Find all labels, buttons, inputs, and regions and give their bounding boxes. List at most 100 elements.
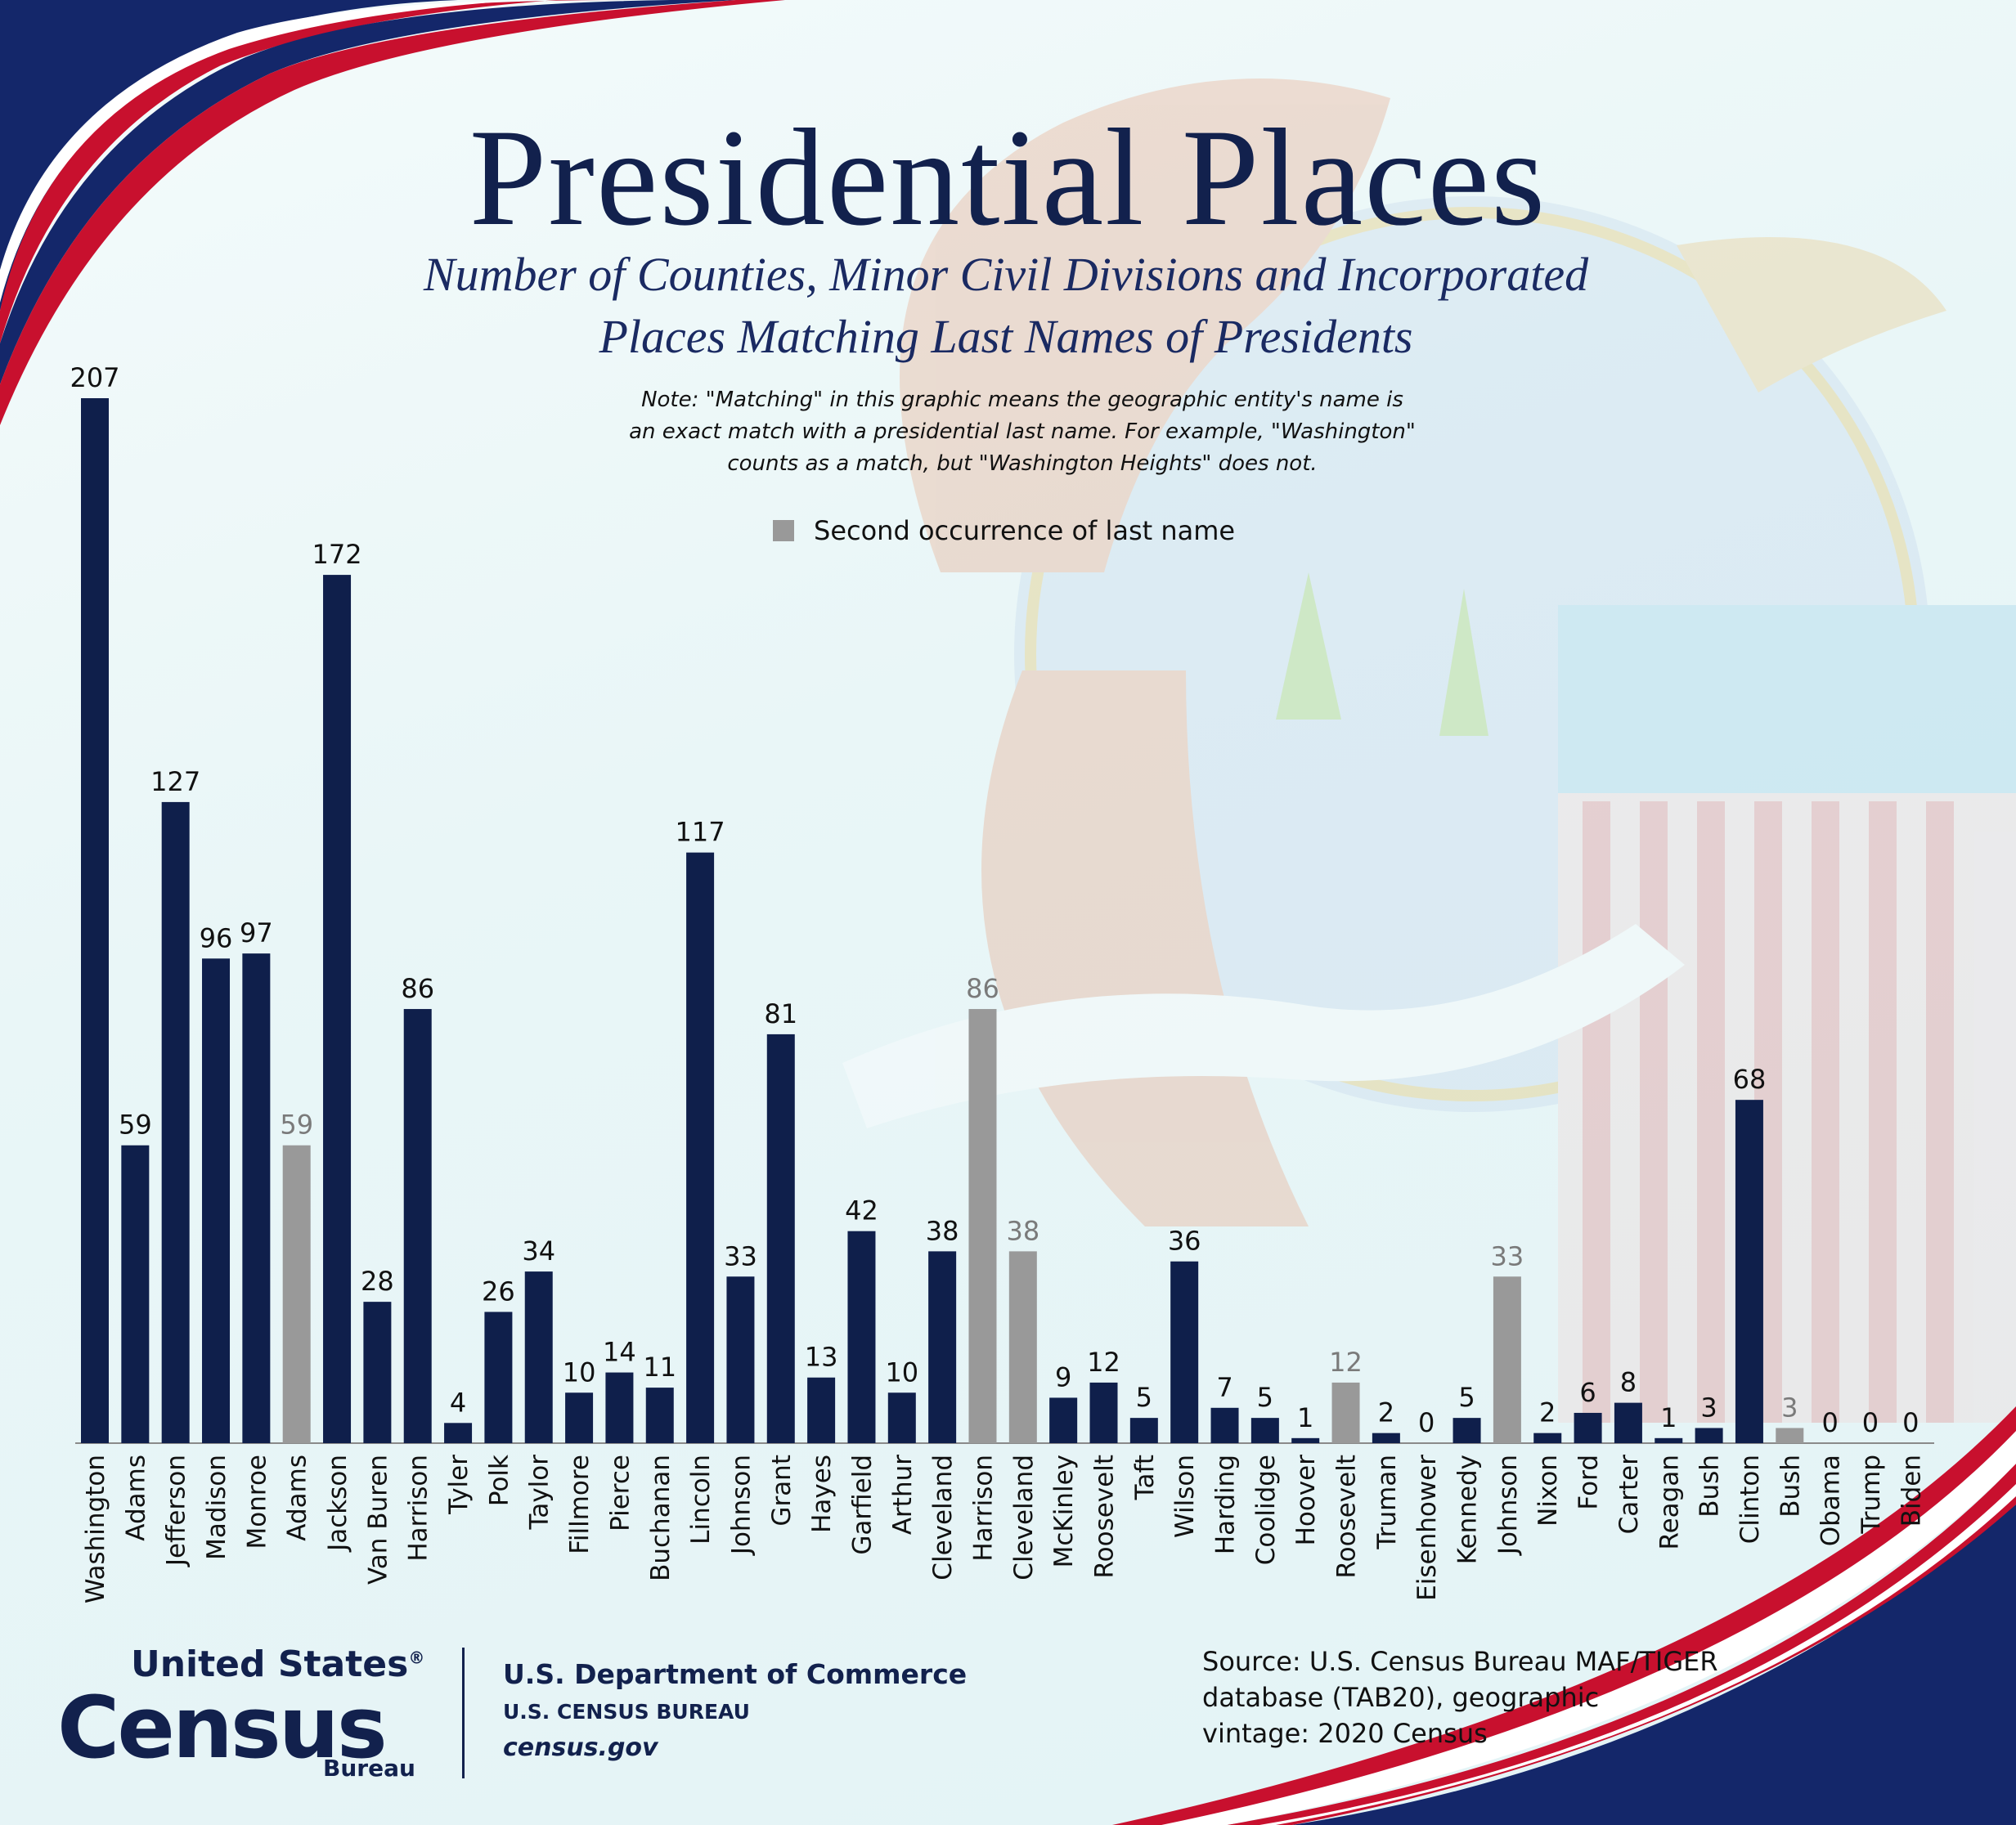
data-label: 38 <box>926 1215 959 1246</box>
data-label: 59 <box>119 1110 152 1141</box>
bar-harrison <box>403 1009 432 1443</box>
bar-adams-second <box>282 1145 311 1443</box>
data-label: 86 <box>966 973 999 1004</box>
data-label: 172 <box>312 539 362 570</box>
department-block: U.S. Department of Commerce U.S. CENSUS … <box>503 1658 967 1762</box>
bar-washington <box>81 398 109 1443</box>
bar-jefferson <box>161 801 190 1443</box>
bar-taylor <box>524 1271 553 1443</box>
x-tick-label: Jefferson <box>162 1455 191 1567</box>
bar-taft <box>1129 1418 1158 1443</box>
data-label: 8 <box>1620 1367 1637 1398</box>
data-label: 86 <box>401 973 434 1004</box>
x-tick-label: Hoover <box>1291 1455 1321 1546</box>
x-tick-label: Cleveland <box>1009 1455 1039 1581</box>
data-label: 34 <box>522 1235 555 1267</box>
bar-grant <box>766 1034 795 1443</box>
x-tick-label: Cleveland <box>928 1455 958 1581</box>
bar-lincoln <box>686 852 715 1443</box>
x-tick-label: Madison <box>202 1455 231 1560</box>
data-label: 42 <box>845 1195 878 1226</box>
census-logo: United States® Census Bureau <box>57 1643 442 1782</box>
data-label: 81 <box>764 998 797 1029</box>
x-tick-label: Bush <box>1776 1455 1805 1518</box>
website-link[interactable]: census.gov <box>503 1733 658 1762</box>
bar-polk <box>484 1312 513 1443</box>
source-note: Source: U.S. Census Bureau MAF/TIGER dat… <box>1202 1643 1775 1751</box>
data-label: 5 <box>1257 1382 1273 1413</box>
bar-wilson <box>1170 1261 1199 1443</box>
legend-label: Second occurrence of last name <box>814 515 1236 546</box>
bar-ford <box>1574 1412 1602 1443</box>
data-label: 10 <box>885 1356 918 1388</box>
x-tick-label: Fillmore <box>565 1455 595 1554</box>
x-tick-label: Ford <box>1574 1455 1604 1510</box>
note: Note: "Matching" in this graphic means t… <box>491 384 1554 480</box>
bureau-name: U.S. CENSUS BUREAU <box>503 1700 750 1724</box>
bar-truman <box>1372 1433 1400 1443</box>
x-tick-label: Kennedy <box>1453 1455 1483 1564</box>
flag-swoosh-bottom-right <box>1112 1406 2016 1825</box>
x-tick-label: Coolidge <box>1251 1455 1281 1565</box>
x-tick-label: Biden <box>1897 1455 1926 1527</box>
logo-bureau: Bureau <box>323 1755 415 1782</box>
x-tick-label: Adams <box>121 1455 150 1541</box>
source-line-1: Source: U.S. Census Bureau MAF/TIGER <box>1202 1646 1718 1677</box>
bar-kennedy <box>1453 1418 1481 1443</box>
bar-buchanan <box>645 1388 674 1443</box>
subtitle-line-1: Number of Counties, Minor Civil Division… <box>423 248 1589 301</box>
data-label: 2 <box>1539 1397 1556 1428</box>
data-label: 3 <box>1781 1392 1798 1423</box>
chart-legend: Second occurrence of last name <box>773 515 1235 546</box>
logo-line-1: United States <box>131 1643 409 1685</box>
x-tick-label: Wilson <box>1170 1455 1200 1538</box>
data-label: 1 <box>1660 1402 1677 1433</box>
x-tick-label: Tyler <box>444 1455 474 1515</box>
bar-harding <box>1210 1407 1239 1443</box>
x-tick-label: Arthur <box>888 1455 918 1535</box>
logo-united-states: United States® <box>131 1643 424 1685</box>
bar-cleveland <box>928 1251 957 1443</box>
data-label: 127 <box>150 766 200 797</box>
data-label: 0 <box>1821 1407 1838 1438</box>
data-label: 26 <box>482 1276 515 1307</box>
x-tick-label: McKinley <box>1049 1455 1079 1567</box>
bar-arthur <box>887 1392 916 1443</box>
x-tick-label: Lincoln <box>686 1455 716 1545</box>
bar-madison <box>202 958 231 1443</box>
bar-hoover <box>1291 1437 1320 1443</box>
bar-johnson <box>726 1276 755 1443</box>
data-label: 11 <box>643 1352 676 1383</box>
bar-chart: 207Washington59Adams127Jefferson96Madiso… <box>70 362 1934 1603</box>
x-tick-label: Harrison <box>404 1455 433 1562</box>
bar-johnson-second <box>1493 1276 1521 1443</box>
data-label: 2 <box>1378 1397 1394 1428</box>
bar-reagan <box>1655 1437 1683 1443</box>
data-label: 4 <box>450 1387 466 1418</box>
subtitle: Number of Counties, Minor Civil Division… <box>311 244 1701 368</box>
data-label: 28 <box>361 1266 394 1297</box>
x-tick-label: Jackson <box>323 1455 352 1553</box>
data-label: 0 <box>1418 1407 1435 1438</box>
bar-coolidge <box>1250 1418 1279 1443</box>
data-label: 68 <box>1733 1064 1767 1095</box>
x-tick-label: Clinton <box>1735 1455 1765 1544</box>
footer-divider <box>462 1648 465 1778</box>
data-label: 0 <box>1902 1407 1919 1438</box>
x-tick-label: Bush <box>1695 1455 1725 1518</box>
source-line-3: vintage: 2020 Census <box>1202 1718 1488 1749</box>
bar-carter <box>1614 1402 1642 1443</box>
data-label: 36 <box>1168 1226 1201 1257</box>
bar-harrison-second <box>968 1009 997 1443</box>
bar-bush-second <box>1776 1428 1804 1443</box>
x-tick-label: Harding <box>1211 1455 1241 1554</box>
note-line-3: counts as a match, but "Washington Heigh… <box>727 451 1318 476</box>
x-tick-label: Taft <box>1130 1455 1160 1500</box>
data-label: 13 <box>805 1342 838 1373</box>
x-tick-label: Johnson <box>1493 1455 1523 1556</box>
bar-cleveland-second <box>1008 1251 1037 1443</box>
legend-swatch-second-occurrence <box>773 520 794 541</box>
data-label: 96 <box>200 922 233 953</box>
bar-monroe <box>242 953 271 1443</box>
data-label: 12 <box>1087 1347 1120 1378</box>
